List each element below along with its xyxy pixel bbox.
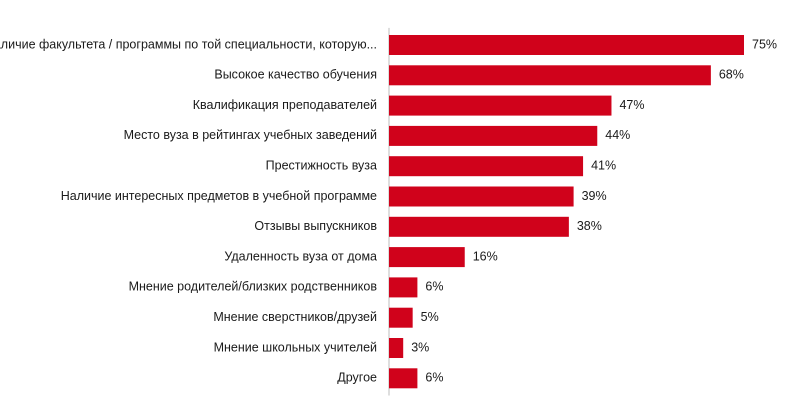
- value-label-5: 39%: [582, 189, 607, 203]
- bar-1: [389, 65, 711, 86]
- category-label-1: Высокое качество обучения: [214, 68, 377, 82]
- value-label-9: 5%: [421, 310, 439, 324]
- category-label-4: Престижность вуза: [266, 158, 377, 172]
- bar-7: [389, 247, 465, 268]
- bar-2: [389, 95, 612, 116]
- value-label-2: 47%: [619, 98, 644, 112]
- bar-11: [389, 368, 418, 389]
- bar-8: [389, 277, 418, 298]
- bar-0: [389, 35, 744, 55]
- category-label-7: Удаленность вуза от дома: [224, 249, 377, 263]
- bars-group: [389, 35, 744, 389]
- category-label-6: Отзывы выпускников: [254, 219, 377, 233]
- value-label-7: 16%: [473, 249, 498, 263]
- value-label-10: 3%: [411, 340, 429, 354]
- category-label-0: Наличие факультета / программы по той сп…: [0, 37, 377, 51]
- bar-6: [389, 216, 569, 237]
- bar-9: [389, 307, 413, 328]
- category-label-9: Мнение сверстников/друзей: [213, 310, 377, 324]
- category-label-5: Наличие интересных предметов в учебной п…: [61, 189, 377, 203]
- value-label-3: 44%: [605, 128, 630, 142]
- bar-10: [389, 338, 404, 358]
- value-label-6: 38%: [577, 219, 602, 233]
- bar-5: [389, 186, 574, 207]
- category-labels-group: Наличие факультета / программы по той сп…: [0, 37, 377, 384]
- value-label-8: 6%: [425, 280, 443, 294]
- bar-4: [389, 156, 584, 177]
- category-label-10: Мнение школьных учителей: [214, 340, 377, 354]
- category-label-8: Мнение родителей/близких родственников: [129, 280, 378, 294]
- value-label-4: 41%: [591, 158, 616, 172]
- value-label-1: 68%: [719, 68, 744, 82]
- category-label-2: Квалификация преподавателей: [193, 98, 377, 112]
- value-label-11: 6%: [425, 371, 443, 385]
- value-label-0: 75%: [752, 37, 777, 51]
- category-label-11: Другое: [337, 371, 377, 385]
- bar-3: [389, 125, 598, 146]
- value-labels-group: 75% 68% 47% 44% 41% 39% 38% 16% 6% 5% 3% 6%: [411, 37, 777, 384]
- category-label-3: Место вуза в рейтингах учебных заведений: [124, 128, 377, 142]
